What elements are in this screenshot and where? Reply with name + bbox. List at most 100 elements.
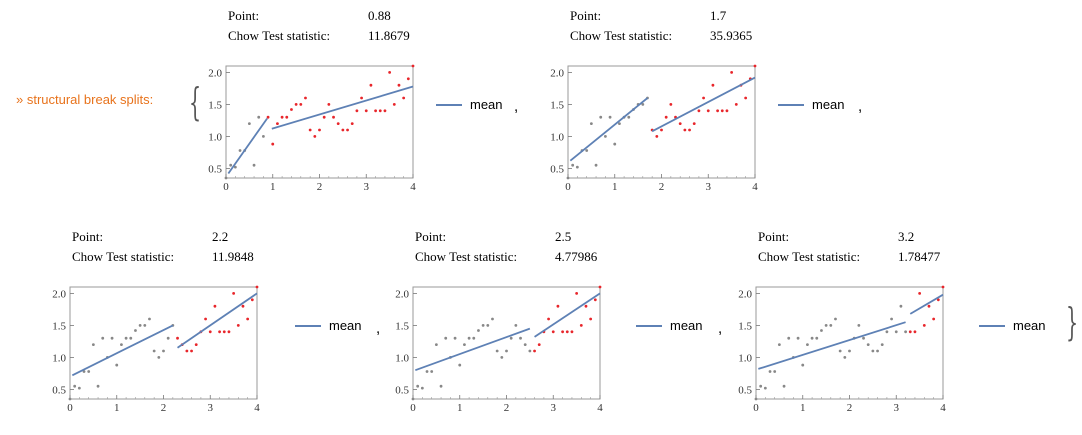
data-point-before xyxy=(796,336,800,340)
y-tick-label: 2.0 xyxy=(738,288,752,300)
data-point-before xyxy=(820,329,823,332)
x-tick-label: 3 xyxy=(894,402,900,414)
point-label: Point: xyxy=(72,229,104,244)
data-point-before xyxy=(491,317,494,321)
data-point-after xyxy=(364,109,368,113)
data-point-before xyxy=(594,163,598,167)
data-point-after xyxy=(176,336,179,340)
chart-panel-4: Point: 2.5 Chow Test statistic: 4.77986 0 1 2 3… xyxy=(385,229,625,414)
list-separator: , xyxy=(514,98,519,115)
data-point-after xyxy=(575,292,579,295)
data-point-after xyxy=(402,96,406,100)
x-tick-label: 3 xyxy=(551,402,557,414)
data-point-before xyxy=(77,386,81,390)
legend-label: mean xyxy=(1013,318,1046,333)
legend-swatch xyxy=(979,324,1005,327)
legend-swatch xyxy=(778,103,804,106)
data-point-before xyxy=(444,336,448,340)
data-point-before xyxy=(124,336,128,340)
x-tick-label: 2 xyxy=(317,181,323,193)
data-point-after xyxy=(551,330,555,334)
point-label: Point: xyxy=(228,8,260,23)
data-point-before xyxy=(806,343,809,346)
data-point-after xyxy=(660,128,663,132)
data-point-after xyxy=(411,64,415,68)
x-tick-label: 2 xyxy=(161,402,167,414)
stat-label: Chow Test statistic: xyxy=(228,28,331,43)
data-point-after xyxy=(246,317,250,321)
data-point-after xyxy=(374,109,377,113)
data-point-after xyxy=(918,292,922,295)
legend: mean xyxy=(436,97,503,112)
y-tick-label: 1.0 xyxy=(550,131,564,143)
data-point-before xyxy=(434,343,438,346)
data-point-after xyxy=(232,292,236,295)
data-point-before xyxy=(472,336,476,340)
scatter-plot: 0 1 2 3 4 0.5 1.0 1.5 2.0 xyxy=(395,285,603,414)
close-brace: } xyxy=(1066,300,1079,344)
data-point-after xyxy=(332,115,335,119)
data-point-before xyxy=(262,135,265,138)
data-point-after xyxy=(669,103,673,106)
data-point-after xyxy=(280,115,284,119)
y-tick-label: 1.0 xyxy=(395,352,409,364)
data-point-before xyxy=(500,356,504,359)
data-point-after xyxy=(350,122,354,125)
chart-panel-3: Point: 2.2 Chow Test statistic: 11.9848 0 1 2 3… xyxy=(42,229,282,414)
data-point-before xyxy=(247,122,251,125)
data-point-after xyxy=(378,109,382,113)
data-point-before xyxy=(257,115,261,119)
y-tick-label: 0.5 xyxy=(550,163,564,175)
chart-panel-1: Point: 0.88 Chow Test statistic: 11.8679 0 1 2… xyxy=(198,8,438,193)
y-tick-label: 1.5 xyxy=(395,320,409,332)
data-point-before xyxy=(885,330,889,334)
point-value: 2.5 xyxy=(555,229,572,244)
legend-label: mean xyxy=(670,318,703,333)
data-point-after xyxy=(932,317,936,321)
legend: mean xyxy=(778,97,845,112)
data-point-after xyxy=(341,128,345,132)
data-point-after xyxy=(593,298,597,302)
legend-label: mean xyxy=(812,97,845,112)
data-point-before xyxy=(838,349,842,353)
data-point-after xyxy=(355,109,359,113)
data-point-before xyxy=(73,384,77,388)
data-point-after xyxy=(327,103,331,106)
data-point-before xyxy=(463,343,466,346)
point-label: Point: xyxy=(415,229,447,244)
data-point-after xyxy=(271,142,275,146)
data-point-before xyxy=(641,103,645,106)
data-point-after xyxy=(913,330,917,334)
y-tick-label: 1.5 xyxy=(52,320,66,332)
legend-label: mean xyxy=(470,97,503,112)
data-point-before xyxy=(495,349,499,353)
chart-panel-5: Point: 3.2 Chow Test statistic: 1.78477 0 1 2 3… xyxy=(728,229,968,414)
data-point-after xyxy=(304,96,307,100)
stat-value: 35.9365 xyxy=(710,28,753,43)
y-tick-label: 1.0 xyxy=(52,352,66,364)
chart-panel-2: Point: 1.7 Chow Test statistic: 35.9365 0 1 2 3… xyxy=(540,8,780,193)
data-point-before xyxy=(871,349,875,353)
data-point-after xyxy=(227,330,231,334)
data-point-before xyxy=(608,115,612,119)
data-point-after xyxy=(285,115,289,119)
data-point-after xyxy=(194,343,198,346)
plot-frame xyxy=(567,65,756,179)
data-point-after xyxy=(537,343,541,346)
data-point-before xyxy=(848,349,851,353)
x-tick-label: 4 xyxy=(410,181,416,193)
data-point-before xyxy=(148,317,151,321)
data-point-after xyxy=(255,285,259,289)
data-point-before xyxy=(430,370,434,373)
x-tick-label: 0 xyxy=(67,402,73,414)
data-point-after xyxy=(204,317,207,321)
plot-frame xyxy=(225,65,414,179)
x-tick-label: 3 xyxy=(706,181,712,193)
data-point-before xyxy=(152,349,156,353)
point-label: Point: xyxy=(758,229,790,244)
y-tick-label: 1.5 xyxy=(208,99,222,111)
data-point-after xyxy=(664,115,668,119)
data-point-before xyxy=(420,386,424,390)
x-tick-label: 0 xyxy=(753,402,759,414)
data-point-after xyxy=(702,96,705,100)
